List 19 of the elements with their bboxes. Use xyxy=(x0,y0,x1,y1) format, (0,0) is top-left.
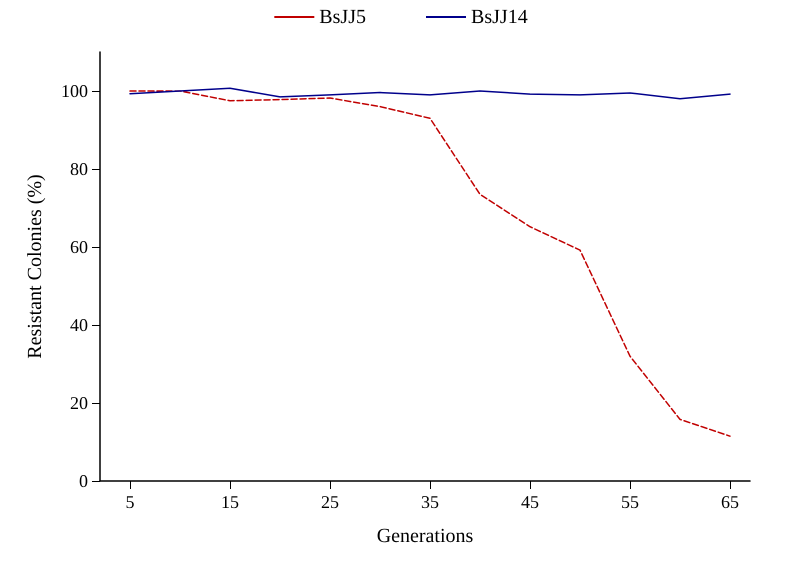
y-tick-label: 0 xyxy=(79,471,88,491)
x-tick-label: 25 xyxy=(321,492,339,512)
y-axis-title: Resistant Colonies (%) xyxy=(24,174,46,359)
y-tick-label: 80 xyxy=(70,159,88,179)
x-tick-label: 65 xyxy=(721,492,739,512)
line-series xyxy=(129,88,731,100)
x-tick-label: 5 xyxy=(126,492,134,512)
x-tick-label: 15 xyxy=(221,492,239,512)
y-tick-label: 20 xyxy=(70,393,88,413)
y-tick-label: 100 xyxy=(61,81,88,101)
x-axis-title: Generations xyxy=(376,525,474,547)
y-tick-label: 60 xyxy=(70,237,88,257)
x-tick-label: 55 xyxy=(621,492,639,512)
x-tick-label: 45 xyxy=(521,492,539,512)
legend-label: BsJJ5 xyxy=(319,6,366,28)
y-tick-label: 40 xyxy=(70,315,88,335)
line-series xyxy=(129,90,731,437)
x-tick-label: 35 xyxy=(421,492,439,512)
legend-label: BsJJ14 xyxy=(471,6,528,28)
